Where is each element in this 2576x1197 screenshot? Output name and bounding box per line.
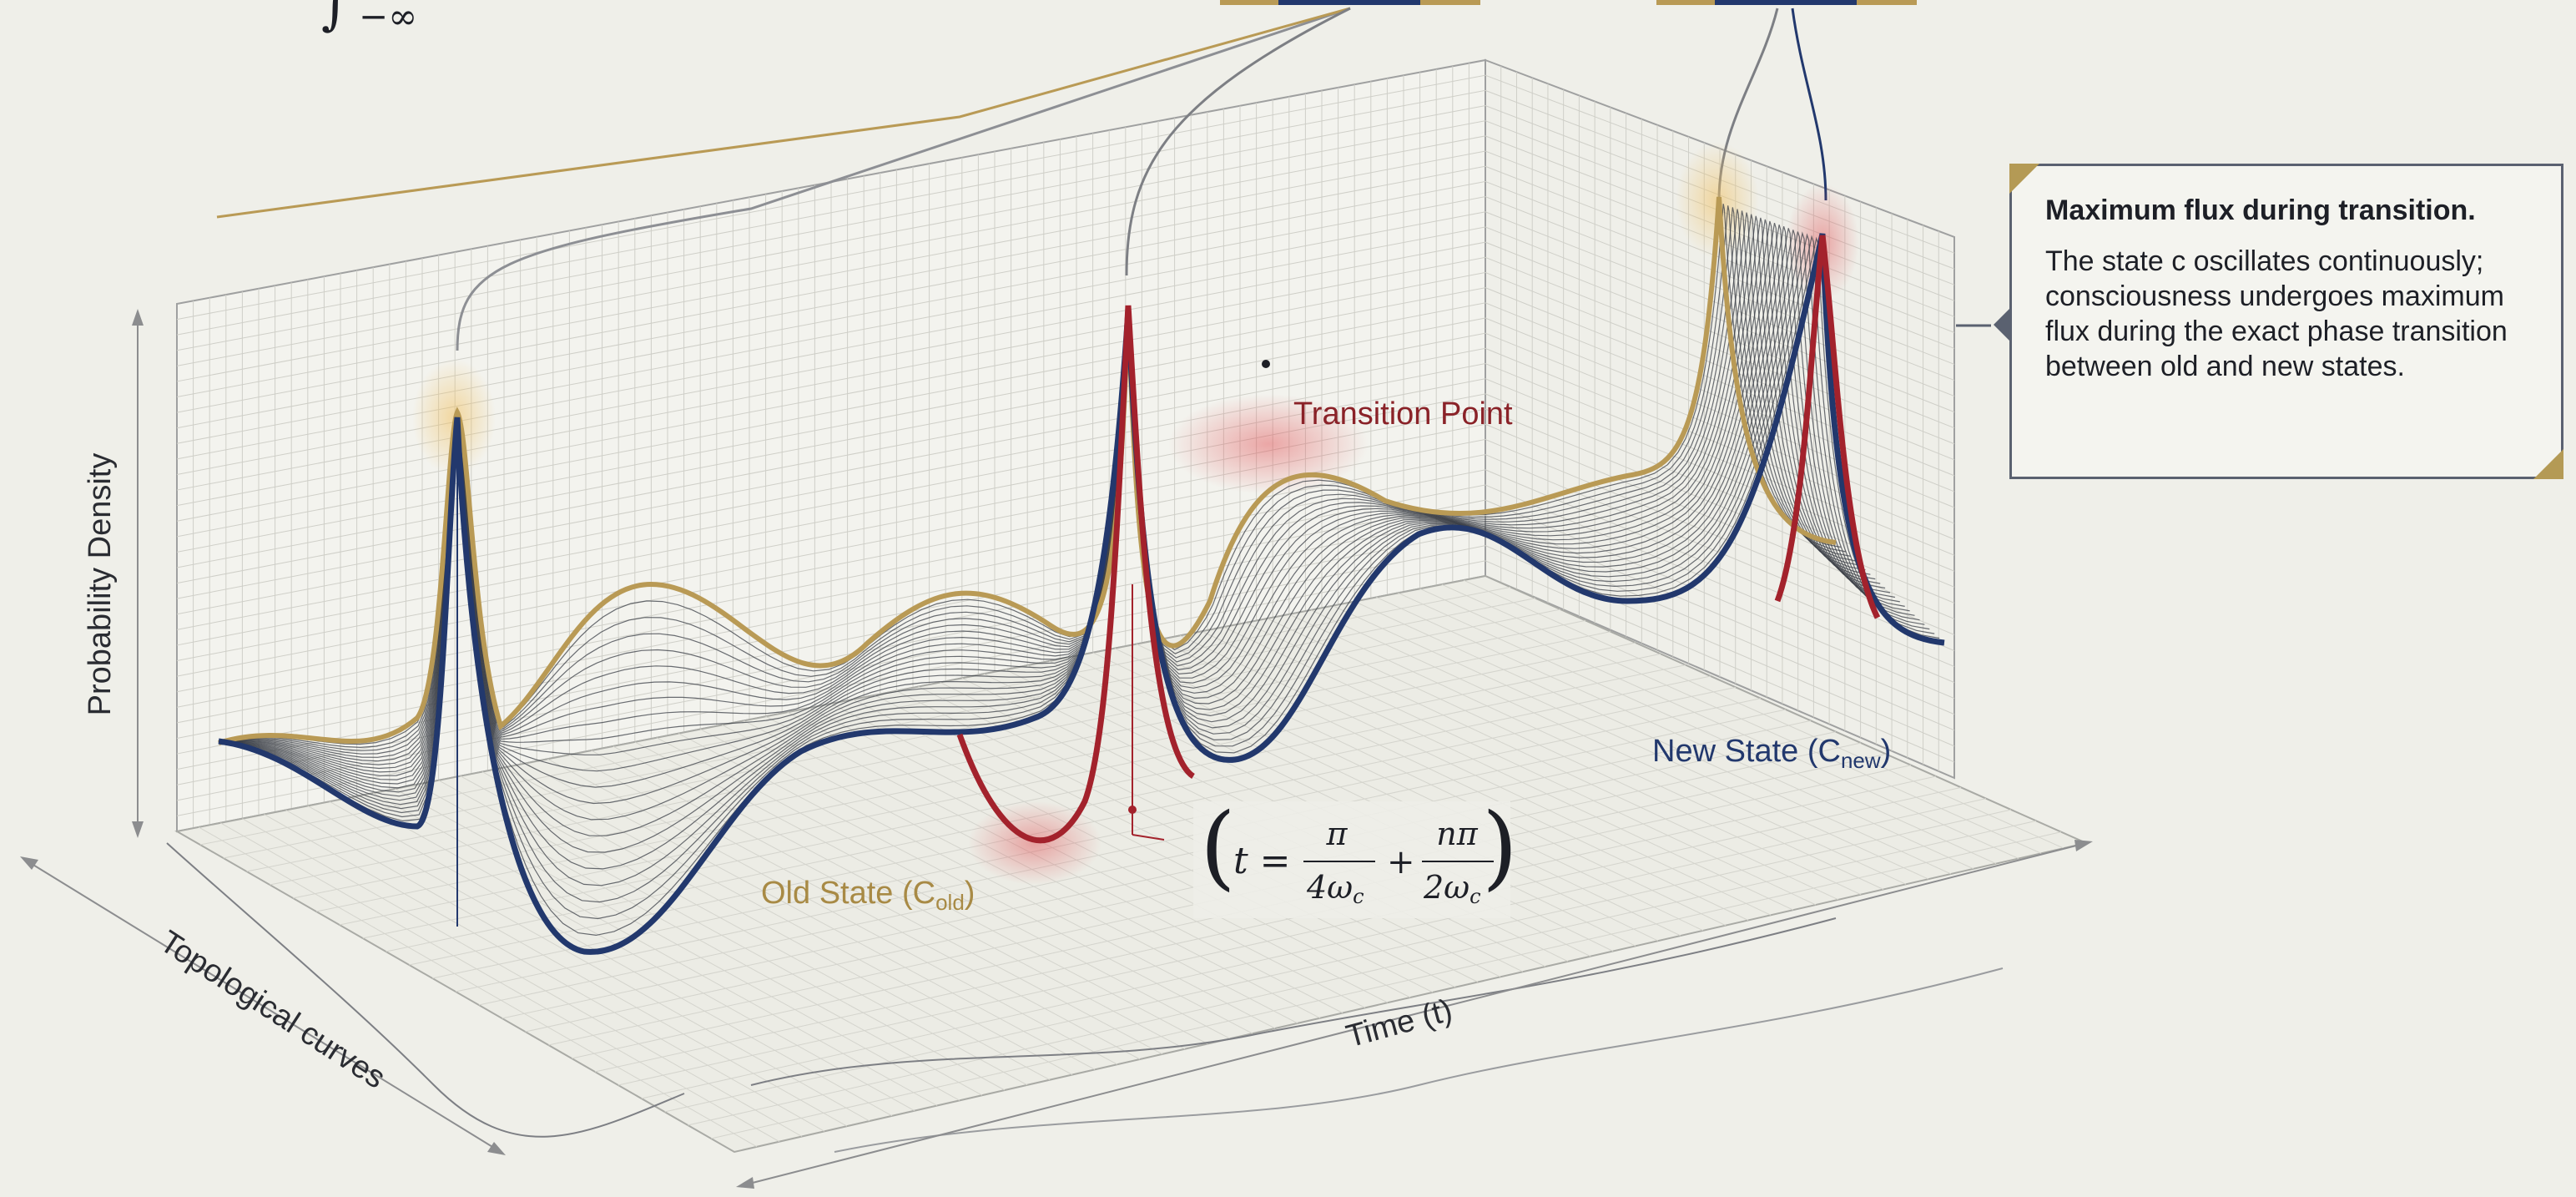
formula-term2-num: nπ [1436,816,1478,852]
callout-title: Maximum flux during transition. [2045,194,2476,226]
top-fragments: ∫ −∞ [321,0,1917,37]
axis-lines [20,309,2093,1189]
transition-curve [956,305,1196,844]
callout-body: The state c oscillates continuously; con… [2045,245,2508,382]
formula-term2-den: 2ωc [1423,869,1481,908]
integral-fragment: ∫ [321,0,349,37]
new-state-label-close: ) [1881,734,1892,769]
transition-point-label: Transition Point [1293,396,1513,432]
y-axis-label: Probability Density [83,453,118,716]
svg-text:): ) [1482,793,1518,900]
info-callout: Maximum flux during transition. The stat… [1994,164,2563,479]
formula-plus: + [1387,843,1415,881]
new-state-label: New State (Cnew) [1652,734,1891,773]
old-state-label: Old State (Cold) [761,876,975,915]
formula-term1-num: π [1326,816,1348,852]
trough-glow-red [968,801,1101,885]
new-state-label-sub: new [1841,748,1881,773]
callout-corner-top [2009,164,2039,194]
formula-lhs: t = [1233,840,1291,882]
old-state-label-close: ) [965,876,975,911]
connector-lines [216,7,1827,351]
callout-pointer [1994,306,2012,343]
svg-text:(: ( [1200,793,1236,900]
drop-markers [456,360,1270,927]
integral-limit: −∞ [359,0,417,37]
callout-corner-bottom [2533,449,2563,479]
old-state-label-sub: old [935,890,965,915]
formula-term1-den: 4ωc [1306,869,1364,908]
red-peak-right [1774,235,1881,619]
transition-glow [1168,394,1369,494]
old-state-label-main: Old State (C [761,876,935,911]
transition-formula: ( t = π 4ωc + nπ 2ωc ) [1193,793,1518,918]
new-state-label-main: New State (C [1652,734,1841,769]
